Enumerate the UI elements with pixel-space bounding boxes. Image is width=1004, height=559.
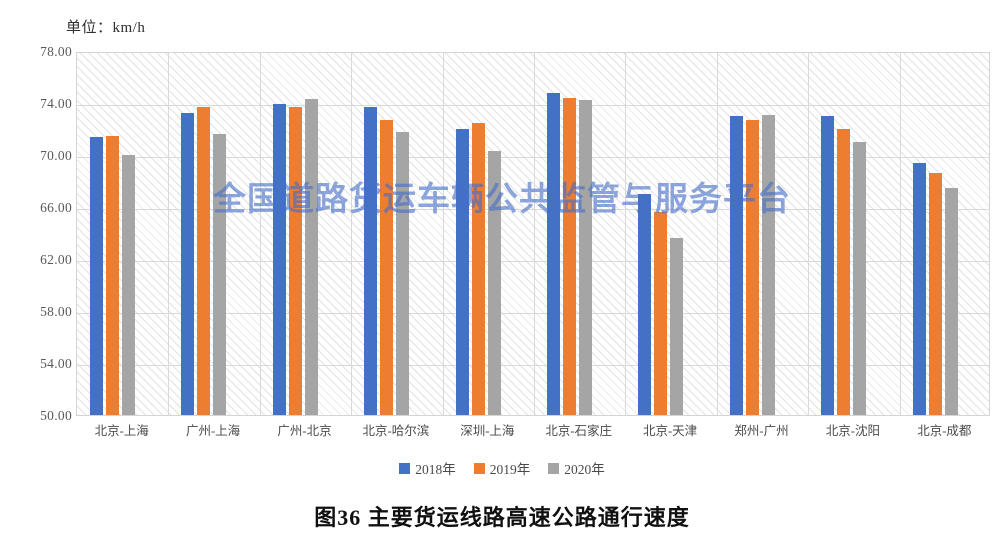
gridline-vertical bbox=[717, 53, 718, 415]
legend-item-2018年[interactable]: 2018年 bbox=[399, 458, 456, 478]
bar-2019年-北京-哈尔滨 bbox=[380, 119, 394, 415]
gridline-vertical bbox=[808, 53, 809, 415]
bar-2018年-深圳-上海 bbox=[455, 129, 469, 415]
gridline-horizontal bbox=[77, 313, 989, 314]
bar-group bbox=[717, 53, 808, 415]
gridline-vertical bbox=[351, 53, 352, 415]
y-axis-tick-label: 58.00 bbox=[40, 304, 72, 319]
legend-label: 2019年 bbox=[489, 462, 531, 477]
gridline-horizontal bbox=[77, 365, 989, 366]
y-axis-tick-label: 62.00 bbox=[40, 252, 72, 267]
gridline-vertical bbox=[625, 53, 626, 415]
gridline-vertical bbox=[534, 53, 535, 415]
x-axis: 北京-上海 广州-上海 广州-北京 北京-哈尔滨 深圳-上海 北京-石家庄 北京-天津 郑州-… bbox=[76, 420, 990, 444]
bar-2020年-广州-上海 bbox=[213, 134, 227, 415]
gridline-horizontal bbox=[77, 105, 989, 106]
bar-2019年-广州-北京 bbox=[288, 106, 302, 415]
bar-2020年-深圳-上海 bbox=[487, 151, 501, 415]
bar-group bbox=[351, 53, 442, 415]
bar-group bbox=[534, 53, 625, 415]
legend-swatch-icon bbox=[473, 462, 485, 474]
y-axis: 78.00 74.00 70.00 66.00 62.00 58.00 54.00 50.00 bbox=[0, 44, 72, 423]
legend-label: 2020年 bbox=[564, 462, 605, 477]
y-axis-tick-label: 78.00 bbox=[40, 44, 72, 59]
y-axis-tick-label: 74.00 bbox=[40, 96, 72, 111]
gridline-horizontal bbox=[77, 261, 989, 262]
x-axis-tick-label: 北京-哈尔滨 bbox=[362, 424, 430, 438]
bar-2019年-北京-天津 bbox=[654, 212, 668, 415]
bar-2019年-北京-沈阳 bbox=[837, 129, 851, 415]
bar-group bbox=[808, 53, 899, 415]
plot-area bbox=[76, 52, 990, 416]
x-axis-tick-label: 广州-北京 bbox=[277, 424, 332, 438]
gridline-vertical bbox=[443, 53, 444, 415]
bar-2019年-深圳-上海 bbox=[471, 122, 485, 415]
x-axis-tick-label: 广州-上海 bbox=[186, 424, 241, 438]
bar-2018年-北京-上海 bbox=[90, 136, 103, 415]
x-axis-tick-label: 北京-上海 bbox=[94, 424, 149, 438]
legend-label: 2018年 bbox=[415, 462, 456, 477]
unit-label: 单位：km/h bbox=[66, 20, 146, 36]
bar-2019年-北京-上海 bbox=[106, 135, 119, 415]
bar-2020年-北京-石家庄 bbox=[579, 100, 592, 415]
x-axis-tick-label: 郑州-广州 bbox=[734, 424, 789, 438]
bar-group bbox=[443, 53, 534, 415]
bar-2018年-北京-哈尔滨 bbox=[364, 106, 378, 415]
x-axis-tick-label: 北京-成都 bbox=[917, 424, 972, 438]
legend-swatch-icon bbox=[548, 462, 560, 474]
bar-2019年-广州-上海 bbox=[197, 106, 211, 415]
bar-2018年-北京-沈阳 bbox=[821, 116, 835, 415]
bar-group bbox=[900, 53, 989, 415]
bar-2019年-郑州-广州 bbox=[745, 119, 759, 415]
bar-2020年-广州-北京 bbox=[304, 99, 318, 415]
bar-2020年-北京-成都 bbox=[944, 187, 958, 415]
bar-2018年-北京-成都 bbox=[912, 162, 926, 415]
bar-group bbox=[260, 53, 351, 415]
bar-2020年-北京-天津 bbox=[670, 238, 684, 415]
bar-2019年-北京-成都 bbox=[928, 173, 942, 415]
bar-group bbox=[625, 53, 716, 415]
bar-2018年-郑州-广州 bbox=[729, 116, 743, 415]
figure-caption: 图36 主要货运线路高速公路通行速度 bbox=[314, 505, 690, 530]
chart-legend: 2018年 2019年 2020年 bbox=[0, 458, 1004, 478]
gridline-vertical bbox=[900, 53, 901, 415]
bar-2018年-北京-天津 bbox=[638, 194, 652, 415]
gridline-vertical bbox=[168, 53, 169, 415]
y-axis-tick-label: 50.00 bbox=[40, 408, 72, 423]
legend-swatch-icon bbox=[399, 462, 411, 474]
bar-2018年-广州-上海 bbox=[181, 113, 195, 415]
bar-group bbox=[168, 53, 259, 415]
gridline-horizontal bbox=[77, 209, 989, 210]
bar-2020年-北京-沈阳 bbox=[853, 142, 867, 415]
y-axis-tick-label: 70.00 bbox=[40, 148, 72, 163]
gridline-horizontal bbox=[77, 157, 989, 158]
bar-group bbox=[77, 53, 168, 415]
bar-2020年-北京-上海 bbox=[122, 155, 135, 415]
gridline-vertical bbox=[260, 53, 261, 415]
bar-2020年-北京-哈尔滨 bbox=[396, 131, 410, 415]
x-axis-tick-label: 北京-天津 bbox=[643, 424, 698, 438]
x-axis-tick-label: 北京-石家庄 bbox=[545, 424, 613, 438]
bar-2019年-北京-石家庄 bbox=[563, 97, 576, 415]
x-axis-tick-label: 深圳-上海 bbox=[460, 424, 515, 438]
x-axis-tick-label: 北京-沈阳 bbox=[825, 424, 880, 438]
legend-item-2019年[interactable]: 2019年 bbox=[473, 458, 531, 478]
bar-2018年-北京-石家庄 bbox=[547, 92, 560, 415]
legend-item-2020年[interactable]: 2020年 bbox=[548, 458, 605, 478]
bar-2018年-广州-北京 bbox=[272, 104, 286, 415]
y-axis-tick-label: 66.00 bbox=[40, 200, 72, 215]
y-axis-tick-label: 54.00 bbox=[40, 356, 72, 371]
bar-2020年-郑州-广州 bbox=[761, 114, 775, 415]
